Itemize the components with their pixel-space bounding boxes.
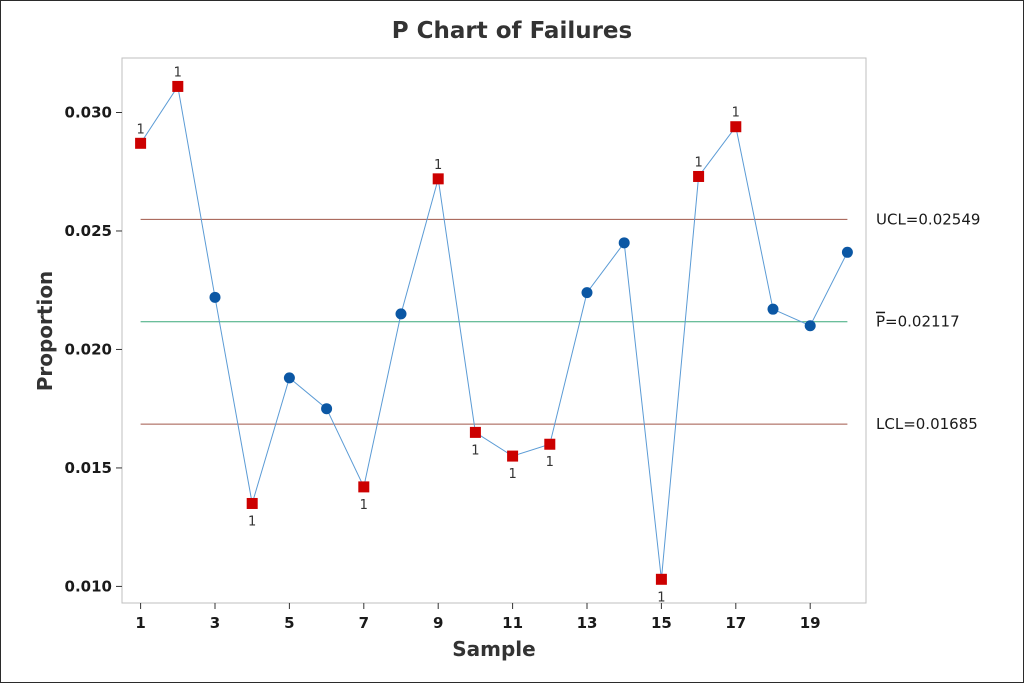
x-tick-label: 19 (800, 614, 821, 632)
out-of-control-point (432, 173, 444, 185)
control-limit-label: P=0.02117 (876, 313, 960, 331)
test-failure-flag: 1 (508, 467, 516, 482)
test-failure-flag: 1 (657, 590, 665, 605)
out-of-control-point (730, 121, 742, 133)
x-tick-label: 3 (210, 614, 220, 632)
test-failure-flag: 1 (248, 514, 256, 529)
x-tick-label: 5 (284, 614, 294, 632)
x-tick-label: 15 (651, 614, 672, 632)
test-failure-flag: 1 (434, 158, 442, 173)
in-control-point (395, 308, 407, 320)
control-limits: UCL=0.02549 P=0.02117 LCL=0.01685 (140, 210, 980, 433)
in-control-point (581, 287, 593, 299)
out-of-control-point (544, 438, 556, 450)
test-failure-flag: 1 (732, 106, 740, 121)
in-control-point (804, 320, 816, 332)
data-series: 1 1 1 1 1 1 1 1 1 1 1 (135, 65, 853, 605)
chart-title: P Chart of Failures (392, 18, 632, 44)
out-of-control-point (358, 481, 370, 493)
x-axis: 1 3 5 7 9 11 13 15 17 19 (135, 603, 821, 632)
test-failure-flag: 1 (174, 65, 182, 80)
limit-value: =0.02117 (885, 313, 960, 331)
y-tick-label: 0.030 (65, 104, 112, 122)
y-axis-label: Proportion (33, 271, 57, 392)
in-control-point (209, 291, 221, 303)
y-tick-label: 0.020 (65, 340, 112, 358)
control-limit-label: UCL=0.02549 (876, 210, 980, 228)
y-axis: 0.010 0.015 0.020 0.025 0.030 (65, 104, 122, 595)
control-limit-label: LCL=0.01685 (876, 415, 978, 433)
out-of-control-point (655, 573, 667, 585)
x-tick-label: 1 (135, 614, 145, 632)
y-tick-label: 0.025 (65, 222, 112, 240)
test-failure-flag: 1 (471, 443, 479, 458)
test-failure-flag: 1 (136, 122, 144, 137)
test-failure-flag: 1 (360, 498, 368, 513)
x-tick-label: 9 (433, 614, 443, 632)
in-control-point (283, 372, 295, 384)
y-tick-label: 0.010 (65, 577, 112, 595)
series-line (140, 85, 848, 580)
out-of-control-point (172, 80, 184, 92)
in-control-point (841, 246, 853, 258)
x-tick-label: 7 (359, 614, 369, 632)
in-control-point (321, 403, 333, 415)
test-failure-flag: 1 (694, 155, 702, 170)
out-of-control-point (135, 137, 147, 149)
x-tick-label: 17 (725, 614, 746, 632)
x-tick-label: 13 (577, 614, 598, 632)
p-bar-symbol: P (876, 313, 885, 331)
out-of-control-point (693, 170, 705, 182)
y-tick-label: 0.015 (65, 459, 112, 477)
test-failure-flag: 1 (546, 455, 554, 470)
x-axis-label: Sample (452, 637, 535, 661)
in-control-point (618, 237, 630, 249)
out-of-control-point (469, 426, 481, 438)
x-tick-label: 11 (502, 614, 523, 632)
plot-area (121, 57, 867, 604)
out-of-control-point (246, 497, 258, 509)
in-control-point (767, 303, 779, 315)
out-of-control-point (507, 450, 519, 462)
